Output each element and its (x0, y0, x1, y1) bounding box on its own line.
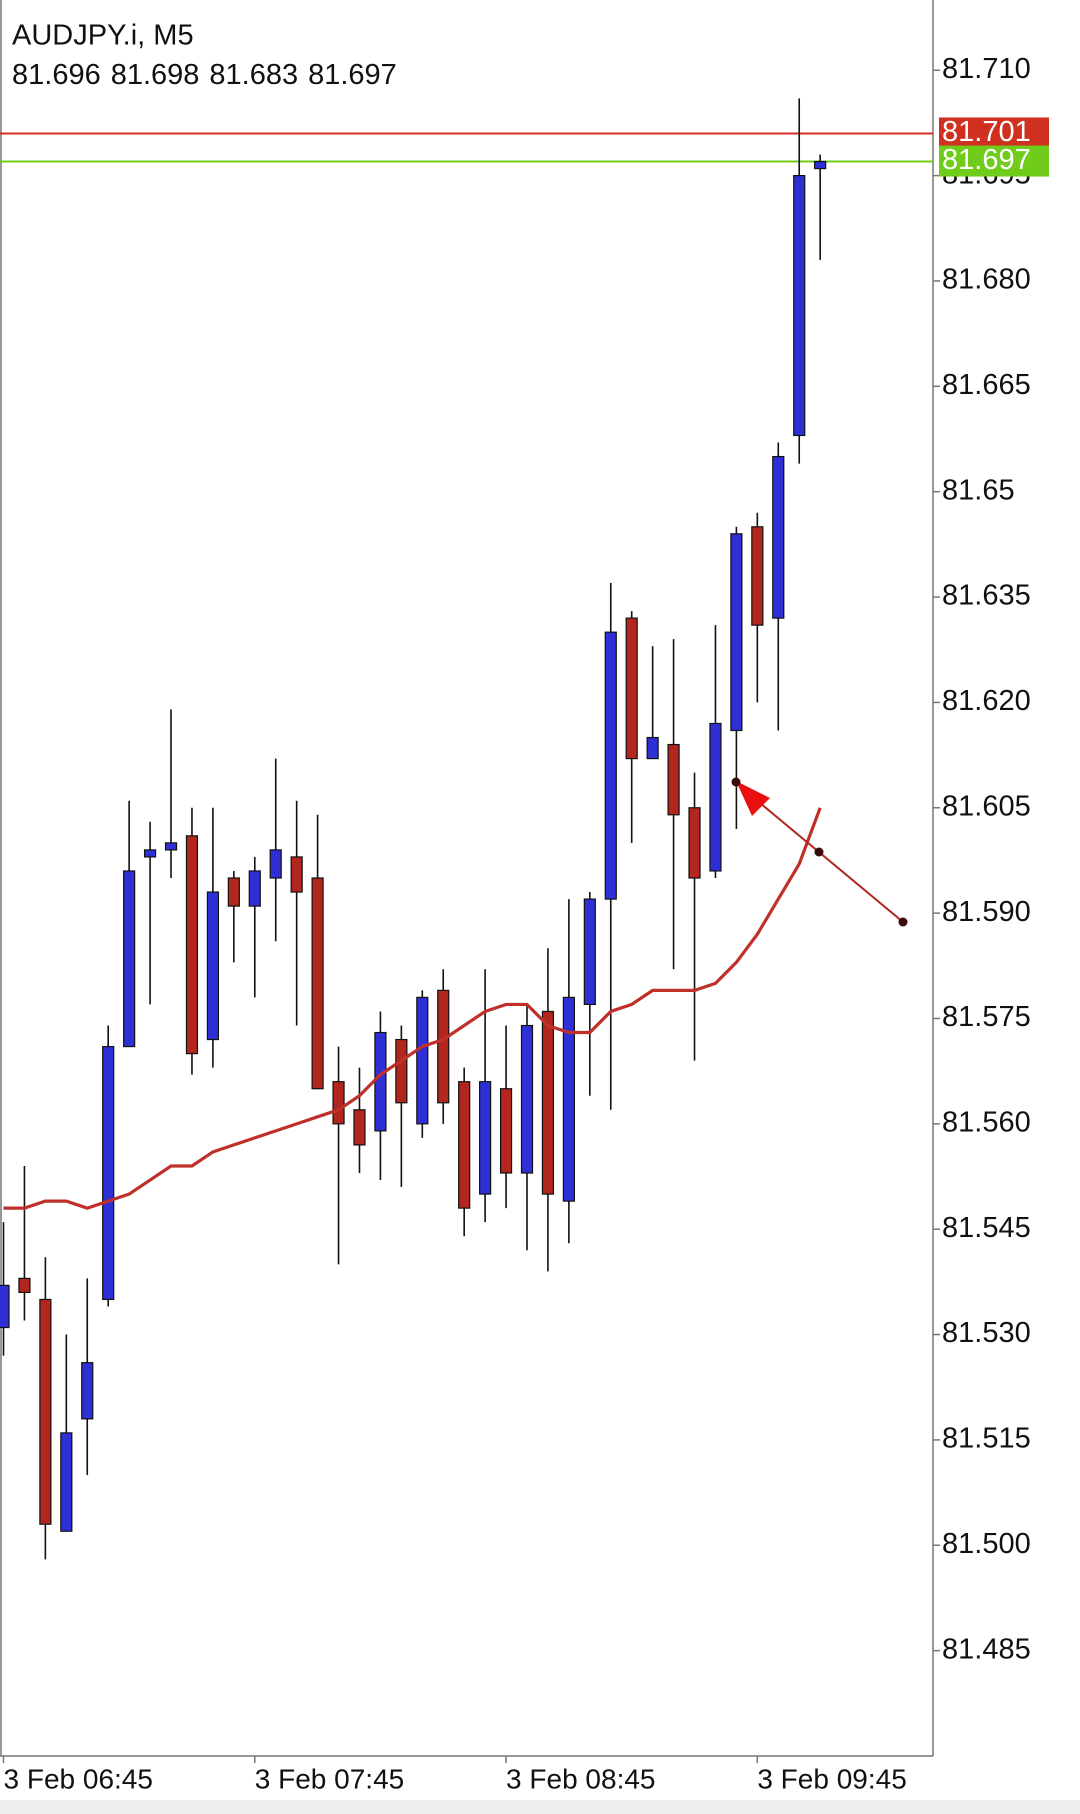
y-tick-label: 81.620 (942, 685, 1031, 717)
y-tick-label: 81.575 (942, 1001, 1031, 1033)
y-tick-label: 81.590 (942, 896, 1031, 928)
candle-body (583, 898, 596, 1006)
candle-body (206, 891, 219, 1041)
y-tick-label: 81.485 (942, 1633, 1031, 1665)
candle-body (751, 526, 764, 626)
candle-body (123, 870, 136, 1048)
candle-body (248, 870, 261, 907)
candle-body (604, 631, 617, 900)
candle-body (479, 1081, 492, 1195)
candle-body (416, 996, 429, 1125)
candle-body (499, 1088, 513, 1174)
arrow-head (736, 781, 770, 816)
candle-body (227, 877, 240, 907)
ohlc-low: 81.683 (209, 59, 298, 91)
candle-body (709, 722, 722, 872)
bottom-strip (0, 1800, 1080, 1814)
candle-body (102, 1045, 115, 1301)
candle-body (0, 1284, 10, 1329)
price-label-box (939, 145, 1049, 177)
ohlc-high: 81.698 (111, 59, 200, 91)
candle-body (395, 1038, 408, 1104)
y-tick-label: 81.530 (942, 1317, 1031, 1349)
candle-body (814, 160, 827, 170)
candle-body (290, 856, 303, 893)
plot (0, 98, 933, 1560)
candle-body (541, 1010, 555, 1195)
y-tick-label: 81.665 (942, 369, 1031, 401)
candle-body (185, 835, 199, 1055)
candle-body (437, 989, 450, 1104)
candle-body (60, 1432, 73, 1532)
arrow-midpoint (814, 847, 824, 857)
chart-title: AUDJPY.i, M5 (12, 20, 194, 52)
y-tick-label: 81.500 (942, 1528, 1031, 1560)
y-tick-label: 81.680 (942, 264, 1031, 296)
y-tick-label: 81.560 (942, 1106, 1031, 1138)
price-label-box (939, 117, 1049, 149)
moving-average (3, 807, 822, 1210)
price-label: 81.701 (942, 116, 1031, 148)
candle-body (458, 1081, 471, 1209)
candle-body (311, 877, 324, 1090)
ohlc-readout: 81.696 81.698 81.683 81.697 (12, 59, 397, 91)
candle-body (18, 1277, 31, 1294)
candle-body (625, 617, 638, 760)
price-label: 81.697 (942, 144, 1031, 176)
candle-body (143, 849, 157, 858)
candle-body (688, 807, 701, 879)
candle-body (81, 1362, 94, 1420)
x-tick-label: 3 Feb 08:45 (506, 1763, 655, 1794)
candle-body (772, 455, 785, 619)
x-tick-label: 3 Feb 09:45 (757, 1763, 906, 1794)
y-tick-label: 81.65 (942, 474, 1015, 506)
y-tick-label: 81.710 (942, 53, 1031, 85)
candle-body (793, 175, 806, 437)
y-tick-label: 81.635 (942, 580, 1031, 612)
candle-body (730, 533, 743, 732)
candle-body (269, 849, 282, 879)
arrow-anchor (731, 777, 741, 787)
candle-body (164, 842, 178, 851)
candle-body (39, 1298, 52, 1525)
y-tick-label: 81.605 (942, 790, 1031, 822)
y-tick-label: 81.545 (942, 1212, 1031, 1244)
arrow-end (898, 917, 908, 927)
candle-body (646, 736, 659, 760)
candle-body (562, 996, 575, 1202)
x-tick-label: 3 Feb 07:45 (255, 1763, 404, 1794)
candle-body (520, 1024, 534, 1174)
y-tick-label: 81.515 (942, 1423, 1031, 1455)
arrow-annotation (731, 777, 908, 927)
ohlc-close: 81.697 (308, 59, 397, 91)
candle-body (353, 1109, 366, 1146)
candle-body (332, 1081, 345, 1125)
candle-body (374, 1031, 387, 1132)
candle-body (667, 743, 680, 816)
ohlc-open: 81.696 (12, 59, 101, 91)
x-tick-label: 3 Feb 06:45 (4, 1763, 153, 1794)
